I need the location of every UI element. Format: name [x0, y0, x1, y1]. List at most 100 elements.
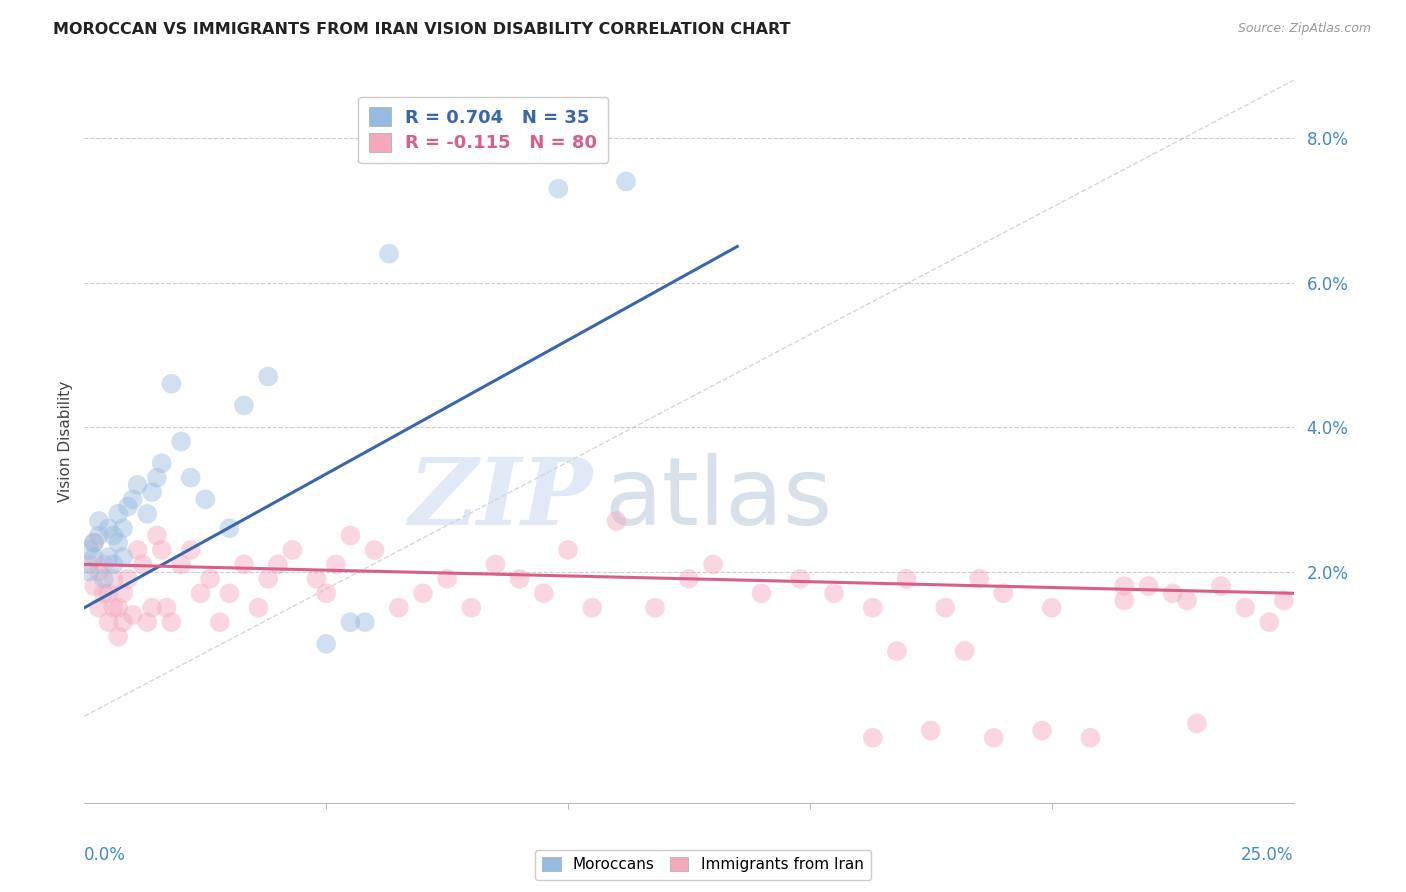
Point [103, 558, 125, 572]
Point [378, 246, 401, 260]
Point [87, 528, 110, 542]
Point [218, 586, 240, 600]
Point [121, 607, 143, 622]
Point [1137, 579, 1160, 593]
Point [484, 558, 506, 572]
Point [823, 586, 845, 600]
Point [77, 558, 100, 572]
Point [983, 731, 1005, 745]
Point [107, 507, 129, 521]
Point [131, 558, 153, 572]
Point [97, 550, 120, 565]
Point [509, 572, 531, 586]
Point [107, 630, 129, 644]
Point [862, 600, 884, 615]
Point [678, 572, 700, 586]
Point [136, 507, 159, 521]
Point [112, 550, 135, 565]
Point [107, 600, 129, 615]
Point [953, 644, 976, 658]
Point [146, 528, 169, 542]
Point [967, 572, 990, 586]
Point [315, 637, 337, 651]
Point [141, 600, 163, 615]
Point [1114, 593, 1136, 607]
Text: atlas: atlas [605, 453, 832, 545]
Point [412, 586, 434, 600]
Point [436, 572, 458, 586]
Point [103, 528, 125, 542]
Point [150, 456, 173, 470]
Point [97, 615, 120, 630]
Point [87, 600, 110, 615]
Point [103, 572, 125, 586]
Point [146, 470, 169, 484]
Text: 0.0%: 0.0% [84, 847, 127, 864]
Point [97, 586, 120, 600]
Point [93, 558, 115, 572]
Point [127, 478, 149, 492]
Point [136, 615, 159, 630]
Point [155, 600, 177, 615]
Point [644, 600, 666, 615]
Text: 25.0%: 25.0% [1241, 847, 1294, 864]
Text: ZIP: ZIP [408, 454, 592, 544]
Point [112, 586, 135, 600]
Point [1161, 586, 1184, 600]
Point [83, 535, 105, 549]
Point [93, 586, 115, 600]
Point [886, 644, 908, 658]
Point [87, 514, 110, 528]
Point [920, 723, 942, 738]
Point [789, 572, 811, 586]
Point [83, 535, 105, 549]
Point [170, 434, 193, 449]
Point [305, 572, 328, 586]
Point [896, 572, 918, 586]
Point [1114, 579, 1136, 593]
Text: MOROCCAN VS IMMIGRANTS FROM IRAN VISION DISABILITY CORRELATION CHART: MOROCCAN VS IMMIGRANTS FROM IRAN VISION … [53, 22, 792, 37]
Point [127, 542, 149, 557]
Point [87, 565, 110, 579]
Point [934, 600, 956, 615]
Point [751, 586, 773, 600]
Point [160, 376, 183, 391]
Point [547, 181, 569, 195]
Point [1185, 716, 1208, 731]
Y-axis label: Vision Disability: Vision Disability [58, 381, 73, 502]
Point [281, 542, 304, 557]
Point [180, 542, 202, 557]
Point [1175, 593, 1198, 607]
Point [257, 369, 280, 384]
Point [614, 174, 637, 188]
Point [339, 615, 361, 630]
Point [257, 572, 280, 586]
Point [388, 600, 411, 615]
Point [247, 600, 270, 615]
Point [170, 558, 193, 572]
Point [107, 535, 129, 549]
Point [1209, 579, 1232, 593]
Point [233, 558, 256, 572]
Point [315, 586, 337, 600]
Point [1080, 731, 1102, 745]
Point [77, 565, 100, 579]
Point [141, 485, 163, 500]
Point [198, 572, 221, 586]
Point [267, 558, 290, 572]
Point [233, 398, 256, 412]
Point [363, 542, 385, 557]
Text: Source: ZipAtlas.com: Source: ZipAtlas.com [1237, 22, 1371, 36]
Point [581, 600, 603, 615]
Point [112, 521, 135, 535]
Point [117, 572, 139, 586]
Point [208, 615, 231, 630]
Point [1272, 593, 1295, 607]
Point [83, 550, 105, 565]
Point [83, 579, 105, 593]
Point [1031, 723, 1053, 738]
Point [862, 731, 884, 745]
Point [97, 521, 120, 535]
Point [605, 514, 627, 528]
Point [180, 470, 202, 484]
